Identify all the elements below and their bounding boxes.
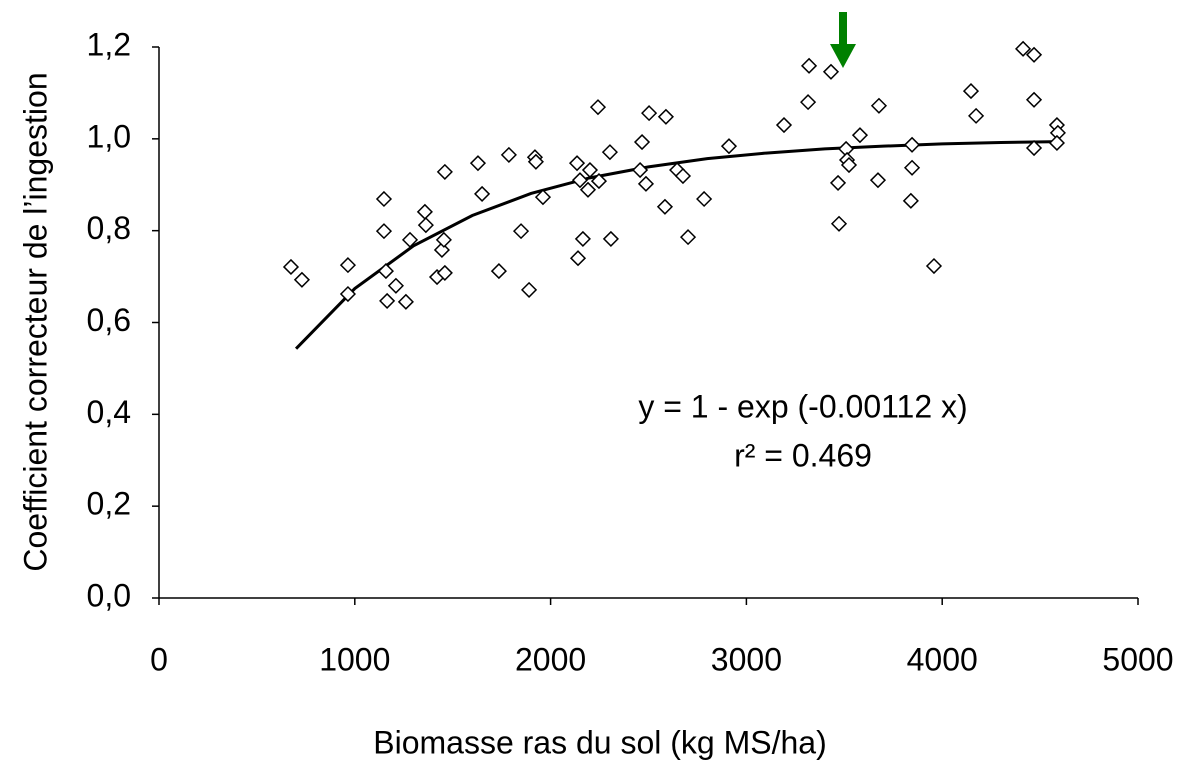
point	[379, 292, 396, 309]
point	[490, 263, 507, 280]
point	[1015, 40, 1032, 57]
point	[1025, 91, 1043, 108]
point	[800, 94, 817, 111]
y-tick-label: 0,6	[87, 302, 131, 338]
point	[870, 97, 888, 114]
x-tick-label: 4000	[907, 641, 978, 677]
x-tick-label: 0	[150, 641, 168, 677]
point	[962, 83, 980, 100]
point	[602, 230, 619, 247]
point	[469, 155, 487, 172]
point	[401, 231, 419, 248]
point	[474, 185, 491, 202]
point	[293, 271, 310, 288]
y-tick-label: 1,2	[87, 26, 131, 62]
point	[632, 161, 649, 179]
point	[679, 229, 697, 246]
point	[377, 263, 394, 280]
point	[433, 241, 450, 259]
point	[1048, 134, 1065, 152]
point	[775, 116, 793, 134]
y-tick-label: 0,0	[87, 577, 131, 613]
point	[568, 155, 586, 172]
point	[633, 133, 651, 151]
point	[579, 181, 597, 198]
point	[571, 172, 589, 189]
y-axis-label: Coefficient correcteur de l’ingestion	[17, 72, 53, 571]
point	[590, 173, 608, 190]
point	[641, 105, 658, 122]
point	[674, 167, 692, 185]
point	[829, 174, 847, 191]
x-axis-label: Biomasse ras du sol (kg MS/ha)	[373, 724, 827, 760]
point	[512, 223, 530, 240]
point	[436, 163, 453, 180]
equation: y = 1 - exp (-0.00112 x)	[638, 388, 967, 424]
point	[656, 198, 674, 215]
point	[925, 257, 943, 275]
point	[696, 190, 713, 208]
point	[968, 107, 985, 124]
point	[397, 293, 414, 310]
x-tick-label: 5000	[1102, 641, 1173, 677]
r-squared: r² = 0.469	[734, 437, 872, 473]
point	[521, 281, 538, 298]
point	[339, 285, 357, 303]
point	[637, 175, 655, 192]
y-tick-label: 0,2	[87, 486, 131, 522]
point	[800, 57, 818, 74]
point	[375, 223, 393, 240]
point	[1025, 139, 1043, 157]
x-tick-label: 2000	[515, 641, 586, 677]
point	[589, 99, 607, 116]
point	[657, 108, 674, 125]
point	[720, 138, 738, 155]
point	[339, 257, 357, 274]
point	[851, 127, 869, 144]
point	[830, 215, 848, 232]
point	[282, 258, 300, 276]
point	[534, 189, 552, 206]
point	[903, 159, 921, 176]
point	[840, 156, 858, 174]
point	[500, 146, 517, 163]
point	[581, 161, 599, 179]
point	[436, 264, 453, 281]
point	[822, 63, 840, 80]
point	[1025, 46, 1043, 63]
point	[417, 217, 434, 234]
y-tick-label: 0,8	[87, 210, 131, 246]
x-tick-label: 3000	[711, 641, 782, 677]
point	[903, 136, 921, 153]
point	[435, 231, 452, 248]
x-tick-label: 1000	[319, 641, 390, 677]
y-tick-label: 0,4	[87, 394, 131, 430]
point	[375, 190, 393, 208]
point	[387, 277, 404, 294]
point	[869, 172, 887, 189]
point	[569, 250, 587, 267]
fit-line	[294, 140, 1060, 350]
point	[527, 153, 544, 170]
point	[601, 144, 618, 161]
arrow	[830, 12, 856, 68]
y-tick-label: 1,0	[87, 118, 131, 154]
point	[574, 230, 591, 247]
point	[416, 203, 433, 220]
point	[902, 192, 919, 209]
